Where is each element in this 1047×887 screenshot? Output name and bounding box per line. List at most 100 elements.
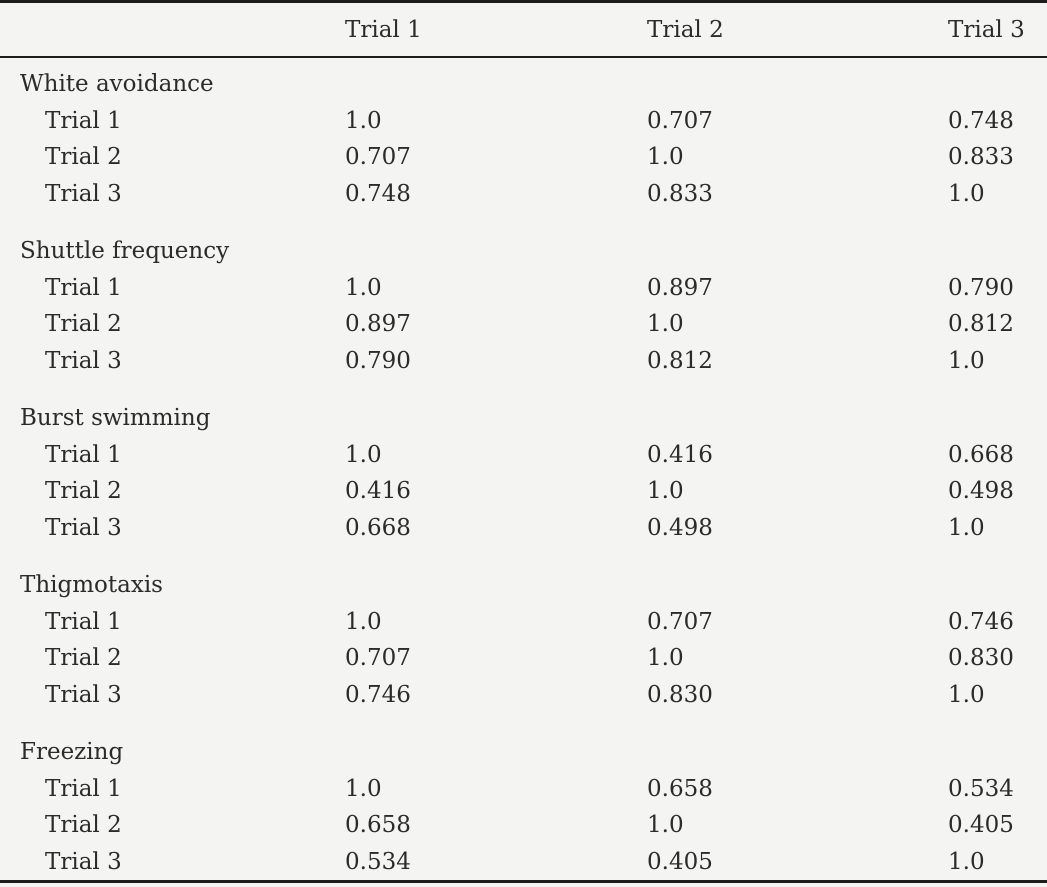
section-gap	[0, 713, 1047, 734]
row-label: Trial 1	[45, 775, 122, 802]
correlation-value: 0.830	[647, 681, 713, 708]
row-label: Trial 1	[45, 107, 122, 134]
correlation-value: 0.897	[345, 311, 411, 338]
correlation-value: 1.0	[345, 775, 382, 802]
row-label: Trial 2	[45, 645, 122, 672]
section-header-row: White avoidance	[0, 57, 1047, 103]
correlation-value: 0.897	[647, 274, 713, 301]
correlation-value: 0.707	[345, 645, 411, 672]
section-header-row: Shuttle frequency	[0, 233, 1047, 270]
table-row: Trial 2 0.707 1.0 0.833	[0, 139, 1047, 176]
row-label: Trial 1	[45, 608, 122, 635]
row-label: Trial 2	[45, 478, 122, 505]
table-row: Trial 2 0.658 1.0 0.405	[0, 807, 1047, 844]
correlation-value: 0.668	[345, 514, 411, 541]
section-gap-cell	[0, 546, 1047, 567]
correlation-value: 0.833	[647, 180, 713, 207]
row-label: Trial 2	[45, 311, 122, 338]
correlation-value: 0.405	[647, 848, 713, 875]
correlation-value: 1.0	[647, 144, 684, 171]
section-gap	[0, 379, 1047, 400]
section-name: Shuttle frequency	[20, 238, 230, 265]
correlation-value: 0.498	[948, 478, 1014, 505]
table-row: Trial 2 0.897 1.0 0.812	[0, 306, 1047, 343]
section-name: White avoidance	[20, 71, 214, 98]
correlation-value: 0.668	[948, 441, 1014, 468]
section-header-row: Freezing	[0, 734, 1047, 771]
column-header-trial-3: Trial 3	[948, 1, 1047, 58]
section-gap	[0, 212, 1047, 233]
table-row: Trial 3 0.668 0.498 1.0	[0, 510, 1047, 547]
correlation-value: 0.534	[948, 775, 1014, 802]
correlation-value: 0.746	[345, 681, 411, 708]
row-label: Trial 3	[45, 514, 122, 541]
correlation-value: 1.0	[948, 347, 985, 374]
section-name: Thigmotaxis	[20, 572, 163, 599]
section-header-row: Thigmotaxis	[0, 567, 1047, 604]
correlation-value: 0.416	[345, 478, 411, 505]
section-gap-cell	[0, 379, 1047, 400]
table-row: Trial 1 1.0 0.707 0.748	[0, 103, 1047, 140]
correlation-value: 0.405	[948, 812, 1014, 839]
table-row: Trial 1 1.0 0.707 0.746	[0, 604, 1047, 641]
row-label: Trial 3	[45, 848, 122, 875]
correlation-value: 0.658	[345, 812, 411, 839]
correlation-value: 1.0	[345, 608, 382, 635]
table-header: Trial 1 Trial 2 Trial 3	[0, 1, 1047, 58]
correlation-value: 1.0	[948, 848, 985, 875]
correlation-value: 0.812	[647, 347, 713, 374]
correlation-value: 0.498	[647, 514, 713, 541]
table-body: White avoidance Trial 1 1.0 0.707 0.748 Trial…	[0, 57, 1047, 882]
column-header-trial-1: Trial 1	[345, 1, 647, 58]
correlation-value: 0.833	[948, 144, 1014, 171]
row-label: Trial 1	[45, 441, 122, 468]
correlation-value: 1.0	[345, 274, 382, 301]
table-row: Trial 1 1.0 0.416 0.668	[0, 437, 1047, 474]
table-row: Trial 2 0.707 1.0 0.830	[0, 640, 1047, 677]
correlation-value: 0.790	[345, 347, 411, 374]
table-row: Trial 3 0.748 0.833 1.0	[0, 176, 1047, 213]
correlation-value: 0.748	[948, 107, 1014, 134]
correlation-value: 1.0	[948, 681, 985, 708]
correlation-value: 0.748	[345, 180, 411, 207]
section-name: Freezing	[20, 739, 124, 766]
header-row: Trial 1 Trial 2 Trial 3	[0, 1, 1047, 58]
correlation-value: 0.812	[948, 311, 1014, 338]
row-label: Trial 3	[45, 180, 122, 207]
correlation-value: 1.0	[647, 311, 684, 338]
correlation-value: 0.790	[948, 274, 1014, 301]
correlation-value: 1.0	[948, 180, 985, 207]
table-row: Trial 3 0.534 0.405 1.0	[0, 844, 1047, 882]
table-row: Trial 2 0.416 1.0 0.498	[0, 473, 1047, 510]
section-gap-cell	[0, 212, 1047, 233]
correlation-value: 1.0	[647, 645, 684, 672]
section-header-row: Burst swimming	[0, 400, 1047, 437]
correlation-value: 1.0	[345, 441, 382, 468]
correlation-value: 0.707	[647, 608, 713, 635]
column-header-trial-2: Trial 2	[647, 1, 948, 58]
correlation-value: 0.830	[948, 645, 1014, 672]
table-row: Trial 1 1.0 0.658 0.534	[0, 771, 1047, 808]
correlation-value: 1.0	[345, 107, 382, 134]
correlation-value: 1.0	[647, 478, 684, 505]
correlation-value: 0.707	[345, 144, 411, 171]
section-gap-cell	[0, 713, 1047, 734]
row-label: Trial 3	[45, 681, 122, 708]
correlation-value: 1.0	[647, 812, 684, 839]
correlation-value: 0.658	[647, 775, 713, 802]
correlation-value: 0.534	[345, 848, 411, 875]
table-row: Trial 3 0.746 0.830 1.0	[0, 677, 1047, 714]
correlation-value: 0.746	[948, 608, 1014, 635]
row-label: Trial 2	[45, 144, 122, 171]
correlation-value: 0.416	[647, 441, 713, 468]
row-label: Trial 1	[45, 274, 122, 301]
section-name: Burst swimming	[20, 405, 211, 432]
row-label: Trial 2	[45, 812, 122, 839]
column-header-empty	[0, 1, 345, 58]
row-label: Trial 3	[45, 347, 122, 374]
table-row: Trial 1 1.0 0.897 0.790	[0, 270, 1047, 307]
section-gap	[0, 546, 1047, 567]
correlation-value: 1.0	[948, 514, 985, 541]
